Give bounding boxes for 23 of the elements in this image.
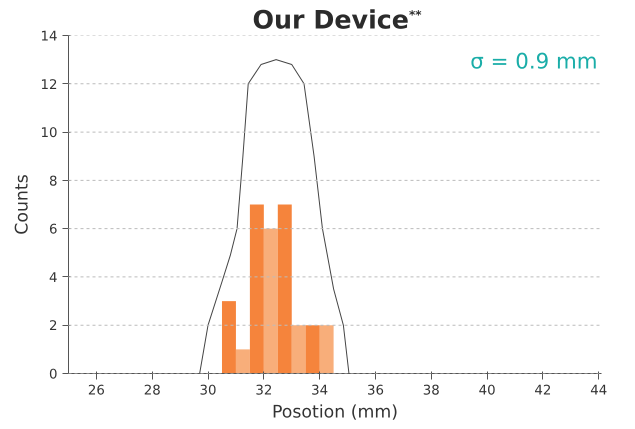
y-axis-title: Counts <box>12 174 33 235</box>
y-tick-label: 6 <box>49 222 58 238</box>
x-axis-title: Posotion (mm) <box>272 402 398 422</box>
x-tick-label: 34 <box>311 384 328 398</box>
y-tick-label: 4 <box>49 270 58 286</box>
y-tick-label: 8 <box>49 174 58 190</box>
chart-title: Our Device$^{**}$ <box>251 3 423 34</box>
x-tick-label: 38 <box>422 384 440 398</box>
y-tick-label: 10 <box>40 126 58 142</box>
x-tick-label: 32 <box>255 384 272 398</box>
line-series <box>199 59 350 374</box>
x-tick-label: 28 <box>144 384 161 398</box>
x-tick-label: 26 <box>88 384 105 398</box>
y-tick-label: 12 <box>40 78 58 93</box>
x-tick-label: 36 <box>366 384 384 398</box>
annotation: σ = 0.9 mm <box>470 50 598 74</box>
y-tick-label: 14 <box>40 30 58 44</box>
x-tick-label: 44 <box>590 384 608 398</box>
y-tick-label: 0 <box>49 368 58 382</box>
x-tick-label: 30 <box>200 384 217 398</box>
x-tick-label: 42 <box>534 384 552 398</box>
x-tick-label: 40 <box>478 384 496 398</box>
y-tick-label: 2 <box>49 319 58 334</box>
